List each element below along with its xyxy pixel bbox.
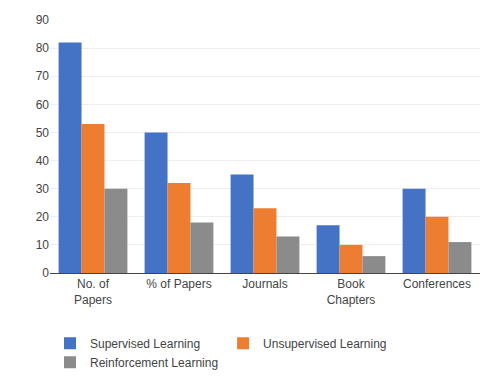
svg-text:80: 80 [36, 41, 50, 55]
svg-text:Reinforcement Learning: Reinforcement Learning [90, 356, 218, 370]
svg-text:Unsupervised Learning: Unsupervised Learning [263, 337, 386, 351]
svg-text:% of Papers: % of Papers [146, 277, 211, 291]
svg-text:10: 10 [36, 238, 50, 252]
svg-text:BookChapters: BookChapters [327, 277, 376, 307]
svg-text:No. ofPapers: No. ofPapers [74, 277, 112, 307]
svg-text:Supervised Learning: Supervised Learning [90, 337, 200, 351]
svg-text:60: 60 [36, 98, 50, 112]
svg-text:70: 70 [36, 69, 50, 83]
svg-text:40: 40 [36, 154, 50, 168]
svg-text:20: 20 [36, 210, 50, 224]
svg-text:90: 90 [36, 13, 50, 27]
svg-text:30: 30 [36, 182, 50, 196]
svg-text:0: 0 [42, 266, 49, 280]
svg-text:Conferences: Conferences [403, 277, 471, 291]
svg-text:Journals: Journals [242, 277, 287, 291]
svg-text:50: 50 [36, 126, 50, 140]
